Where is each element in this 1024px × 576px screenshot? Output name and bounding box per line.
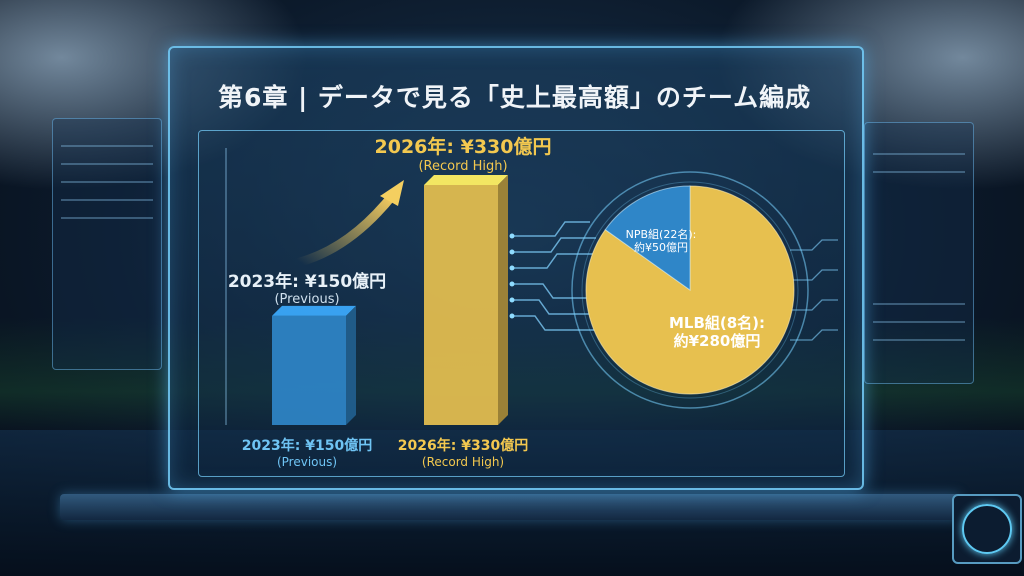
circuit-line [512,253,602,269]
pie-label-mlb: MLB組(8名): 約¥280億円 [652,314,782,350]
bar-label-2023: 2023年: ¥150億円 (Previous) [222,272,392,308]
circuit-node [509,265,515,271]
pie-slice-npb [604,185,691,291]
circuit-line-right [790,329,838,341]
callout-2023-value: 2023年: ¥150億円 [241,438,373,454]
callout-2023-note: (Previous) [276,454,338,469]
pie-outer-ring [571,171,809,409]
bar-label-2026: 2026年: ¥330億円 (Record High) [368,136,558,174]
pie-label-npb-line2: 約¥50億円 [634,241,688,255]
growth-arrowhead [380,180,404,206]
circuit-line [512,237,596,253]
pie-inner-ring [581,181,799,399]
circuit-line [512,299,596,315]
circuit-node [509,313,515,319]
bar-2023年 [272,315,346,425]
pie-label-npb: NPB組(22名): 約¥50億円 [606,228,716,254]
pie-label-mlb-line1: MLB組(8名): [668,314,766,332]
circuit-node [509,297,515,303]
bar-label-2023-value: 2023年: ¥150億円 [227,272,387,292]
circuit-node [509,281,515,287]
bar-label-2026-note: (Record High) [418,158,508,174]
bar-2026年 [424,185,498,425]
circuit-line [512,283,590,299]
left-hologram-panel [52,118,162,370]
circuit-line-right [790,269,838,281]
callout-2023: 2023年: ¥150億円 (Previous) [222,438,392,469]
callout-2026-value: 2026年: ¥330億円 [397,438,529,454]
bar-top-2023年 [272,305,356,316]
logo-emblem [962,504,1012,554]
circuit-node [509,233,515,239]
pie-label-npb-line1: NPB組(22名): [625,228,697,241]
callout-2026-note: (Record High) [421,454,505,469]
right-hologram-panel [864,122,974,384]
bar-top-2026年 [424,175,508,185]
callout-2026: 2026年: ¥330億円 (Record High) [378,438,548,469]
page-title: 第6章 | データで見る「史上最高額」のチーム編成 [218,83,812,112]
bar-label-2023-note: (Previous) [274,292,340,308]
bar-label-2026-value: 2026年: ¥330億円 [374,136,552,158]
hologram-base [60,494,960,520]
circuit-node [509,249,515,255]
circuit-line [512,221,590,237]
bar-side-2023年 [346,305,356,425]
chart-frame [198,130,845,477]
circuit-line [512,315,602,331]
channel-logo [952,494,1022,564]
bar-side-2026年 [498,175,508,425]
pie-label-mlb-line2: 約¥280億円 [673,332,761,350]
circuit-line-right [790,299,838,311]
growth-arrow [295,191,397,267]
